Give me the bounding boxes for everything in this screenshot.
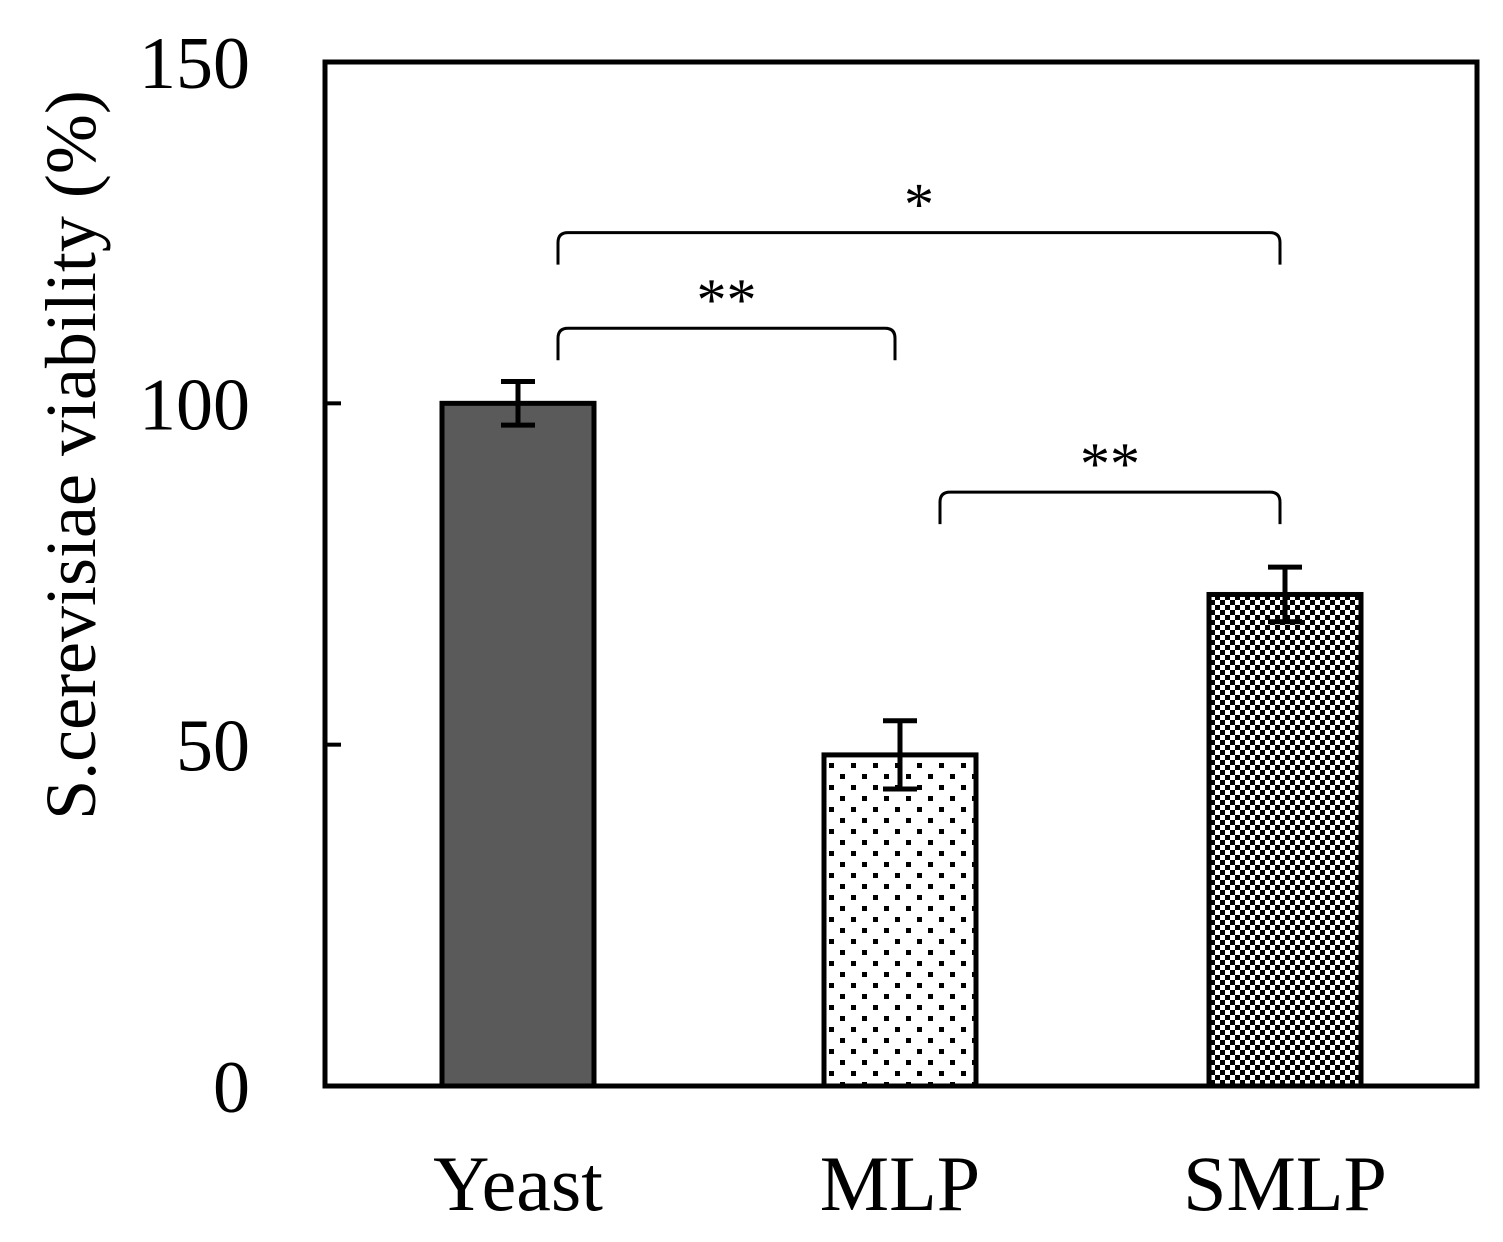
significance-bracket-1	[556, 326, 897, 361]
x-category-label-yeast: Yeast	[433, 1140, 603, 1227]
bar-smlp	[1206, 591, 1364, 1089]
error-bar-mlp	[883, 718, 917, 792]
significance-brackets: *****	[556, 172, 1282, 525]
y-axis-tick-labels: 0 50 100 150	[139, 23, 250, 1129]
y-tick-label-150: 150	[139, 23, 250, 105]
significance-bracket-0	[556, 231, 1282, 265]
bar-yeast	[439, 400, 597, 1089]
significance-label-2: **	[1080, 431, 1140, 497]
bar-mlp	[821, 752, 979, 1089]
plot-area-frame	[322, 59, 1480, 1089]
x-axis-category-labels: Yeast MLP SMLP	[433, 1140, 1387, 1227]
x-category-label-smlp: SMLP	[1183, 1140, 1387, 1227]
error-bar-smlp	[1268, 564, 1302, 625]
x-category-label-mlp: MLP	[820, 1140, 980, 1227]
significance-label-1: **	[697, 267, 757, 333]
y-tick-label-100: 100	[139, 364, 250, 446]
error-bars	[501, 378, 1302, 792]
error-bar-yeast	[501, 378, 535, 428]
significance-label-0: *	[904, 172, 934, 238]
y-axis-title: S.cerevisiae viability (%)	[31, 90, 111, 820]
significance-bracket-2	[938, 490, 1282, 525]
y-tick-label-0: 0	[213, 1047, 250, 1129]
y-tick-label-50: 50	[176, 706, 250, 788]
